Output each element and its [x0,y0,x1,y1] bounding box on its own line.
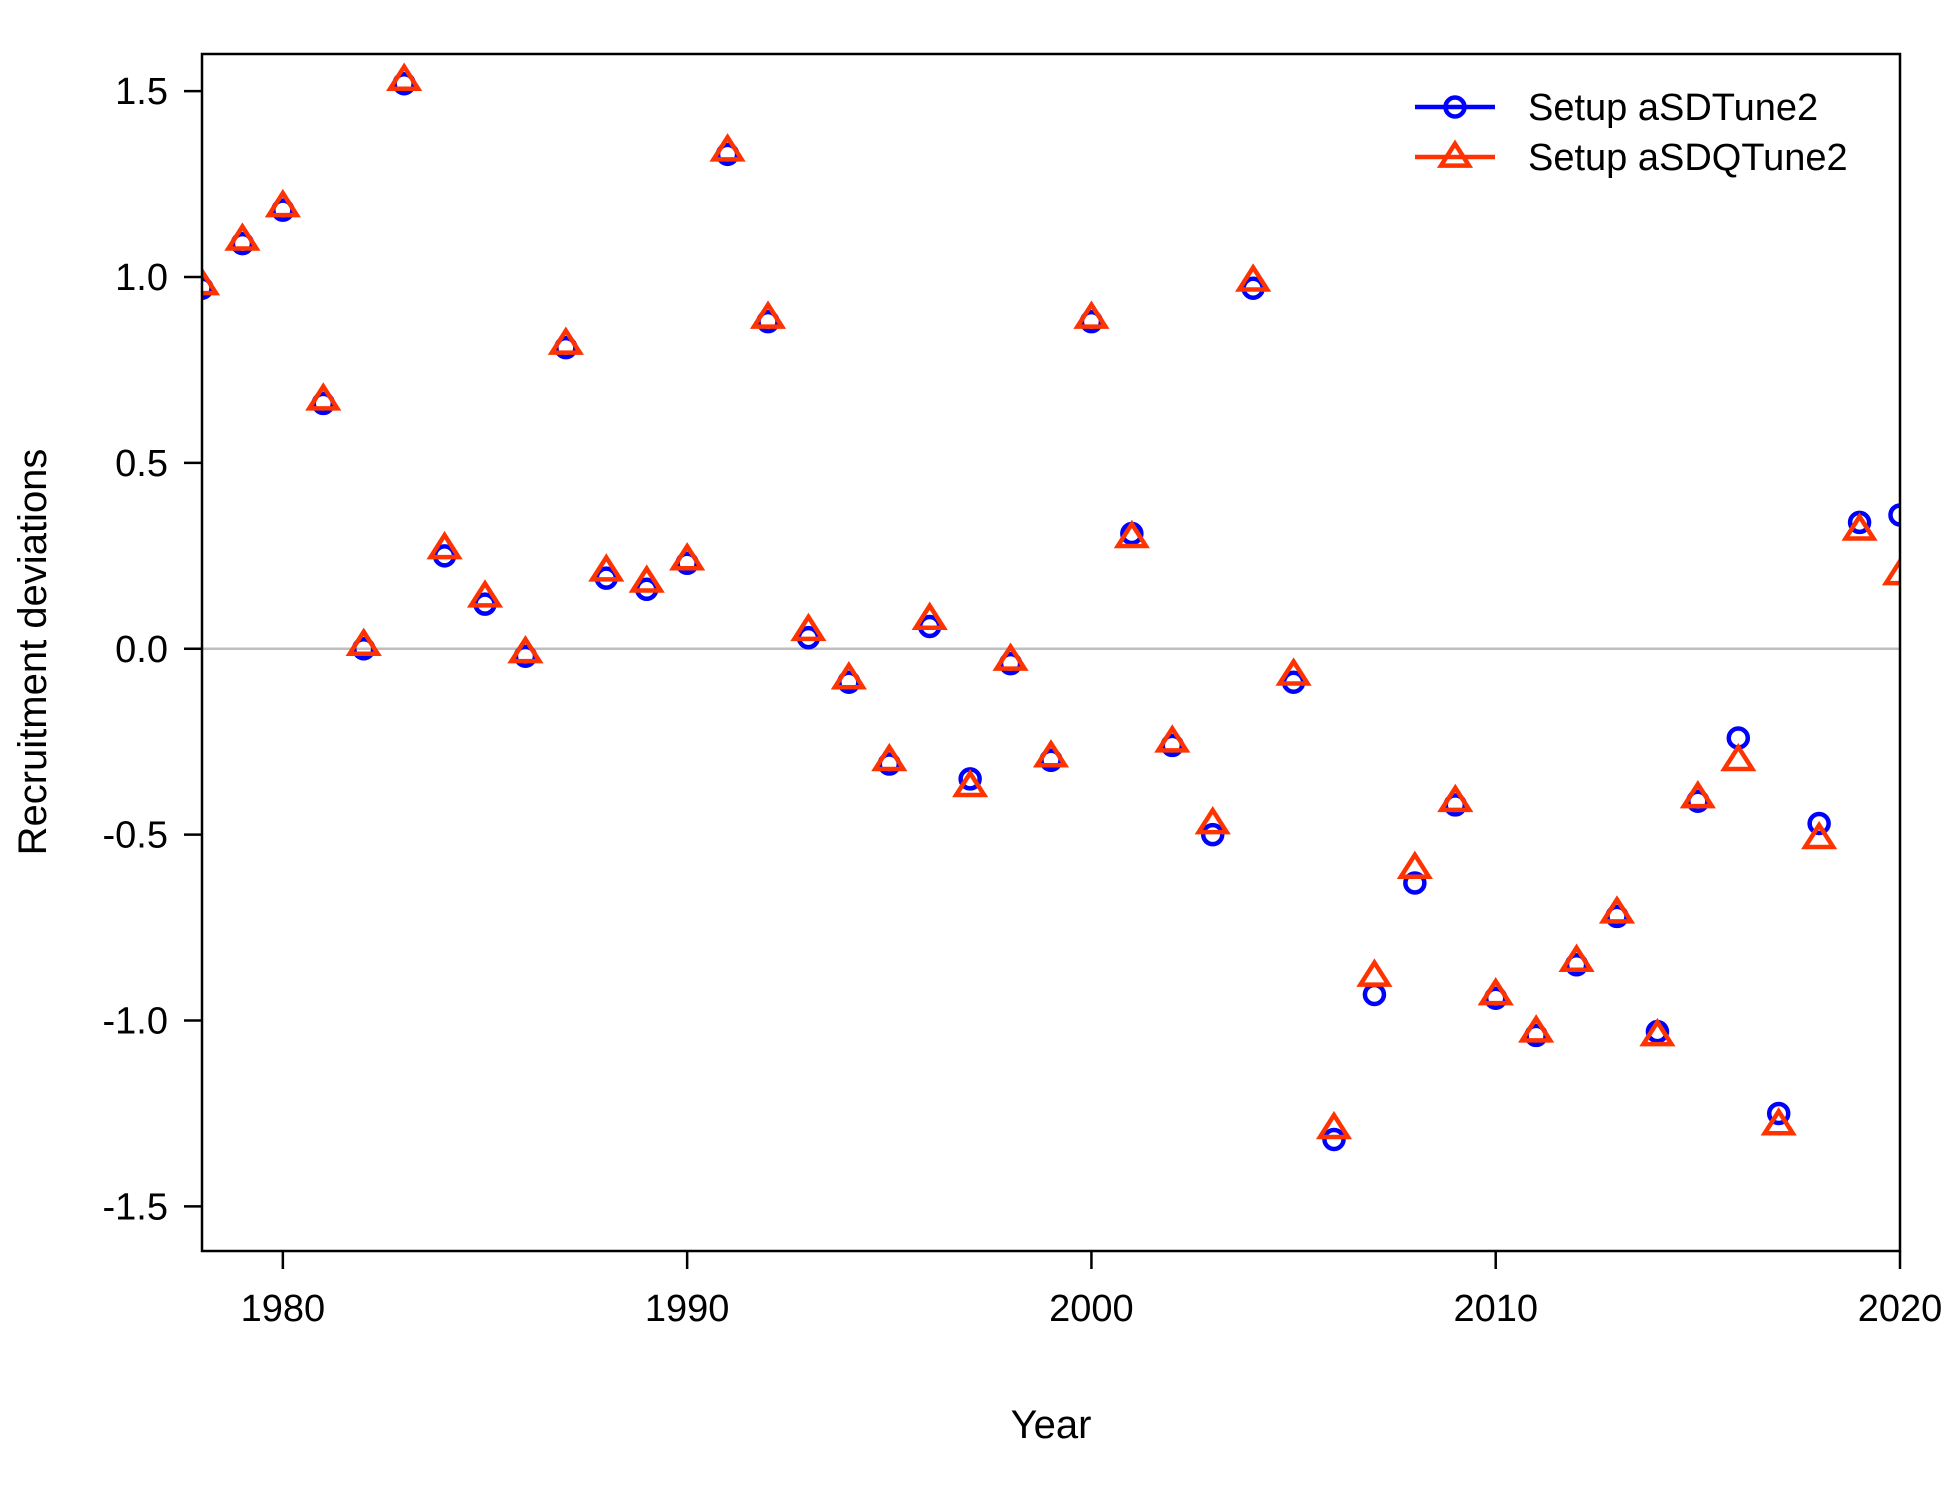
triangle-point [1154,724,1191,753]
triangle-point [709,133,746,162]
triangle-point [1841,512,1878,541]
x-tick-label: 1980 [241,1288,326,1330]
triangle-point [588,553,625,582]
x-tick-label: 1990 [645,1288,730,1330]
triangle-point [749,300,787,329]
triangle-point [1275,657,1312,686]
triangle-point [871,742,908,772]
triangle-point [386,62,423,91]
triangle-point [224,222,261,251]
triangle-point [1679,779,1716,809]
circle-point [1322,1127,1346,1152]
triangle-point [1356,958,1393,987]
series-asdtune2 [202,71,1900,1152]
circle-point [1888,503,1900,527]
circle-point [1362,982,1387,1007]
legend: Setup aSDTune2 Setup aSDQTune2 [1415,87,1848,179]
triangle-point [264,188,301,218]
y-tick-label: -1.5 [103,1186,168,1228]
triangle-point [1760,1107,1797,1136]
series-asdqtune2 [202,62,1900,1140]
triangle-point [466,579,504,608]
triangle-point [507,635,544,664]
y-tick-label: 1.0 [115,257,168,299]
triangle-point [790,612,827,642]
triangle-point [669,542,706,571]
y-axis-title: Recruitment deviations [11,449,55,856]
triangle-point [1639,1017,1676,1047]
legend-item: Setup aSDTune2 [1415,87,1818,129]
triangle-point [1558,943,1595,972]
circle-point [1766,1101,1791,1126]
circle-point [1807,811,1831,836]
triangle-point [1518,1014,1555,1043]
triangle-point [426,530,463,560]
triangle-point [547,326,584,355]
x-tick-label: 2010 [1453,1288,1538,1330]
series-layer [202,62,1900,1152]
triangle-point [305,382,342,411]
triangle-point [911,601,948,630]
triangle-point [1477,977,1514,1006]
triangle-point [1235,263,1272,292]
triangle-point [1437,783,1474,813]
y-tick-label: 1.5 [115,71,168,113]
triangle-point [345,627,382,656]
legend-label: Setup aSDTune2 [1528,87,1818,129]
y-tick-label: 0.5 [115,443,168,485]
triangle-point [992,642,1029,671]
triangle-point [1720,742,1757,772]
y-axis: -1.5 -1.0 -0.5 0.0 0.5 1.0 1.5 [103,71,202,1228]
triangle-point [1315,1110,1353,1140]
y-tick-label: -1.0 [103,1001,168,1043]
triangle-point [1113,519,1150,549]
triangle-point [1073,300,1110,329]
triangle-point [1598,895,1636,924]
legend-item: Setup aSDQTune2 [1415,137,1848,179]
x-tick-label: 2020 [1858,1288,1943,1330]
y-tick-label: -0.5 [103,815,168,857]
triangle-point [628,564,665,593]
circle-point [1200,822,1225,847]
circle-point [1403,871,1427,895]
triangle-point [1396,850,1433,880]
triangle-point [830,661,867,690]
y-tick-label: 0.0 [115,629,168,671]
triangle-point [1032,739,1070,768]
triangle-point [952,768,989,798]
triangle-point [1801,820,1838,850]
x-axis: 1980 1990 2000 2010 2020 [241,1251,1943,1330]
x-axis-title: Year [1011,1403,1092,1447]
triangle-point [202,266,221,296]
legend-marker [1443,95,1467,119]
legend-marker [1436,139,1474,168]
triangle-point [1194,806,1231,835]
x-tick-label: 2000 [1049,1288,1134,1330]
triangle-point [1881,556,1900,586]
plot-frame [200,52,1902,1253]
legend-label: Setup aSDQTune2 [1528,137,1848,179]
